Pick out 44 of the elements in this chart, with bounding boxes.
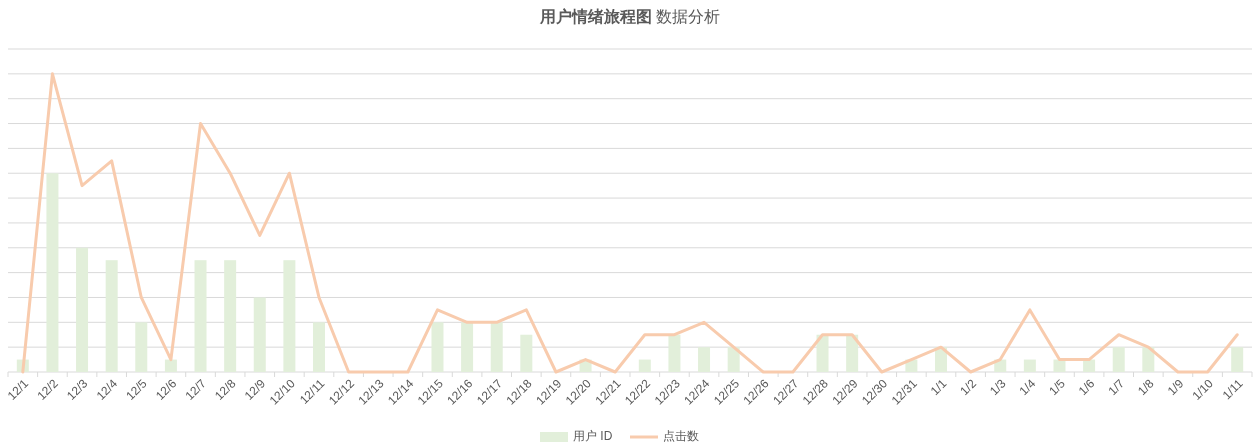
- bar: [313, 322, 325, 372]
- bar: [668, 334, 681, 372]
- x-tick-label: 1/8: [1135, 376, 1157, 399]
- bar: [253, 297, 266, 372]
- x-tick-label: 1/10: [1189, 376, 1217, 403]
- bar: [283, 260, 296, 372]
- bar: [105, 260, 118, 372]
- bar: [698, 347, 711, 372]
- bar: [1083, 359, 1096, 372]
- x-tick-label: 12/4: [93, 376, 121, 403]
- x-tick-label: 12/9: [241, 376, 269, 403]
- x-tick-label: 1/6: [1075, 376, 1098, 399]
- x-tick-label: 1/1: [927, 376, 950, 399]
- bar: [490, 322, 503, 372]
- x-tick-label: 12/1: [4, 376, 32, 403]
- x-tick-label: 1/9: [1164, 376, 1187, 399]
- bar: [194, 260, 207, 372]
- bar: [846, 334, 859, 372]
- x-tick-label: 1/7: [1105, 376, 1128, 399]
- bar: [431, 322, 444, 372]
- legend-label: 点击数: [663, 429, 699, 444]
- bar: [1142, 347, 1155, 372]
- bar: [76, 247, 89, 372]
- x-tick-label: 12/8: [212, 376, 239, 403]
- bar: [46, 173, 59, 372]
- legend-label: 用户 ID: [573, 429, 613, 444]
- bar: [164, 359, 177, 372]
- bar: [1231, 347, 1244, 372]
- bar: [1053, 359, 1066, 372]
- bar: [1112, 347, 1125, 372]
- bar: [224, 260, 237, 372]
- x-tick-label: 1/3: [986, 376, 1009, 399]
- x-tick-label: 1/5: [1046, 376, 1069, 399]
- chart-title: 用户情绪旅程图 数据分析: [538, 8, 721, 25]
- x-tick-label: 1/2: [957, 376, 980, 399]
- bar: [638, 359, 651, 372]
- bar: [727, 347, 740, 372]
- x-tick-label: 1/11: [1219, 376, 1246, 403]
- bar: [1023, 359, 1036, 372]
- bar: [520, 334, 533, 372]
- bar: [816, 334, 829, 372]
- bar: [461, 322, 474, 372]
- bar: [135, 322, 148, 372]
- x-tick-label: 1/4: [1016, 376, 1039, 399]
